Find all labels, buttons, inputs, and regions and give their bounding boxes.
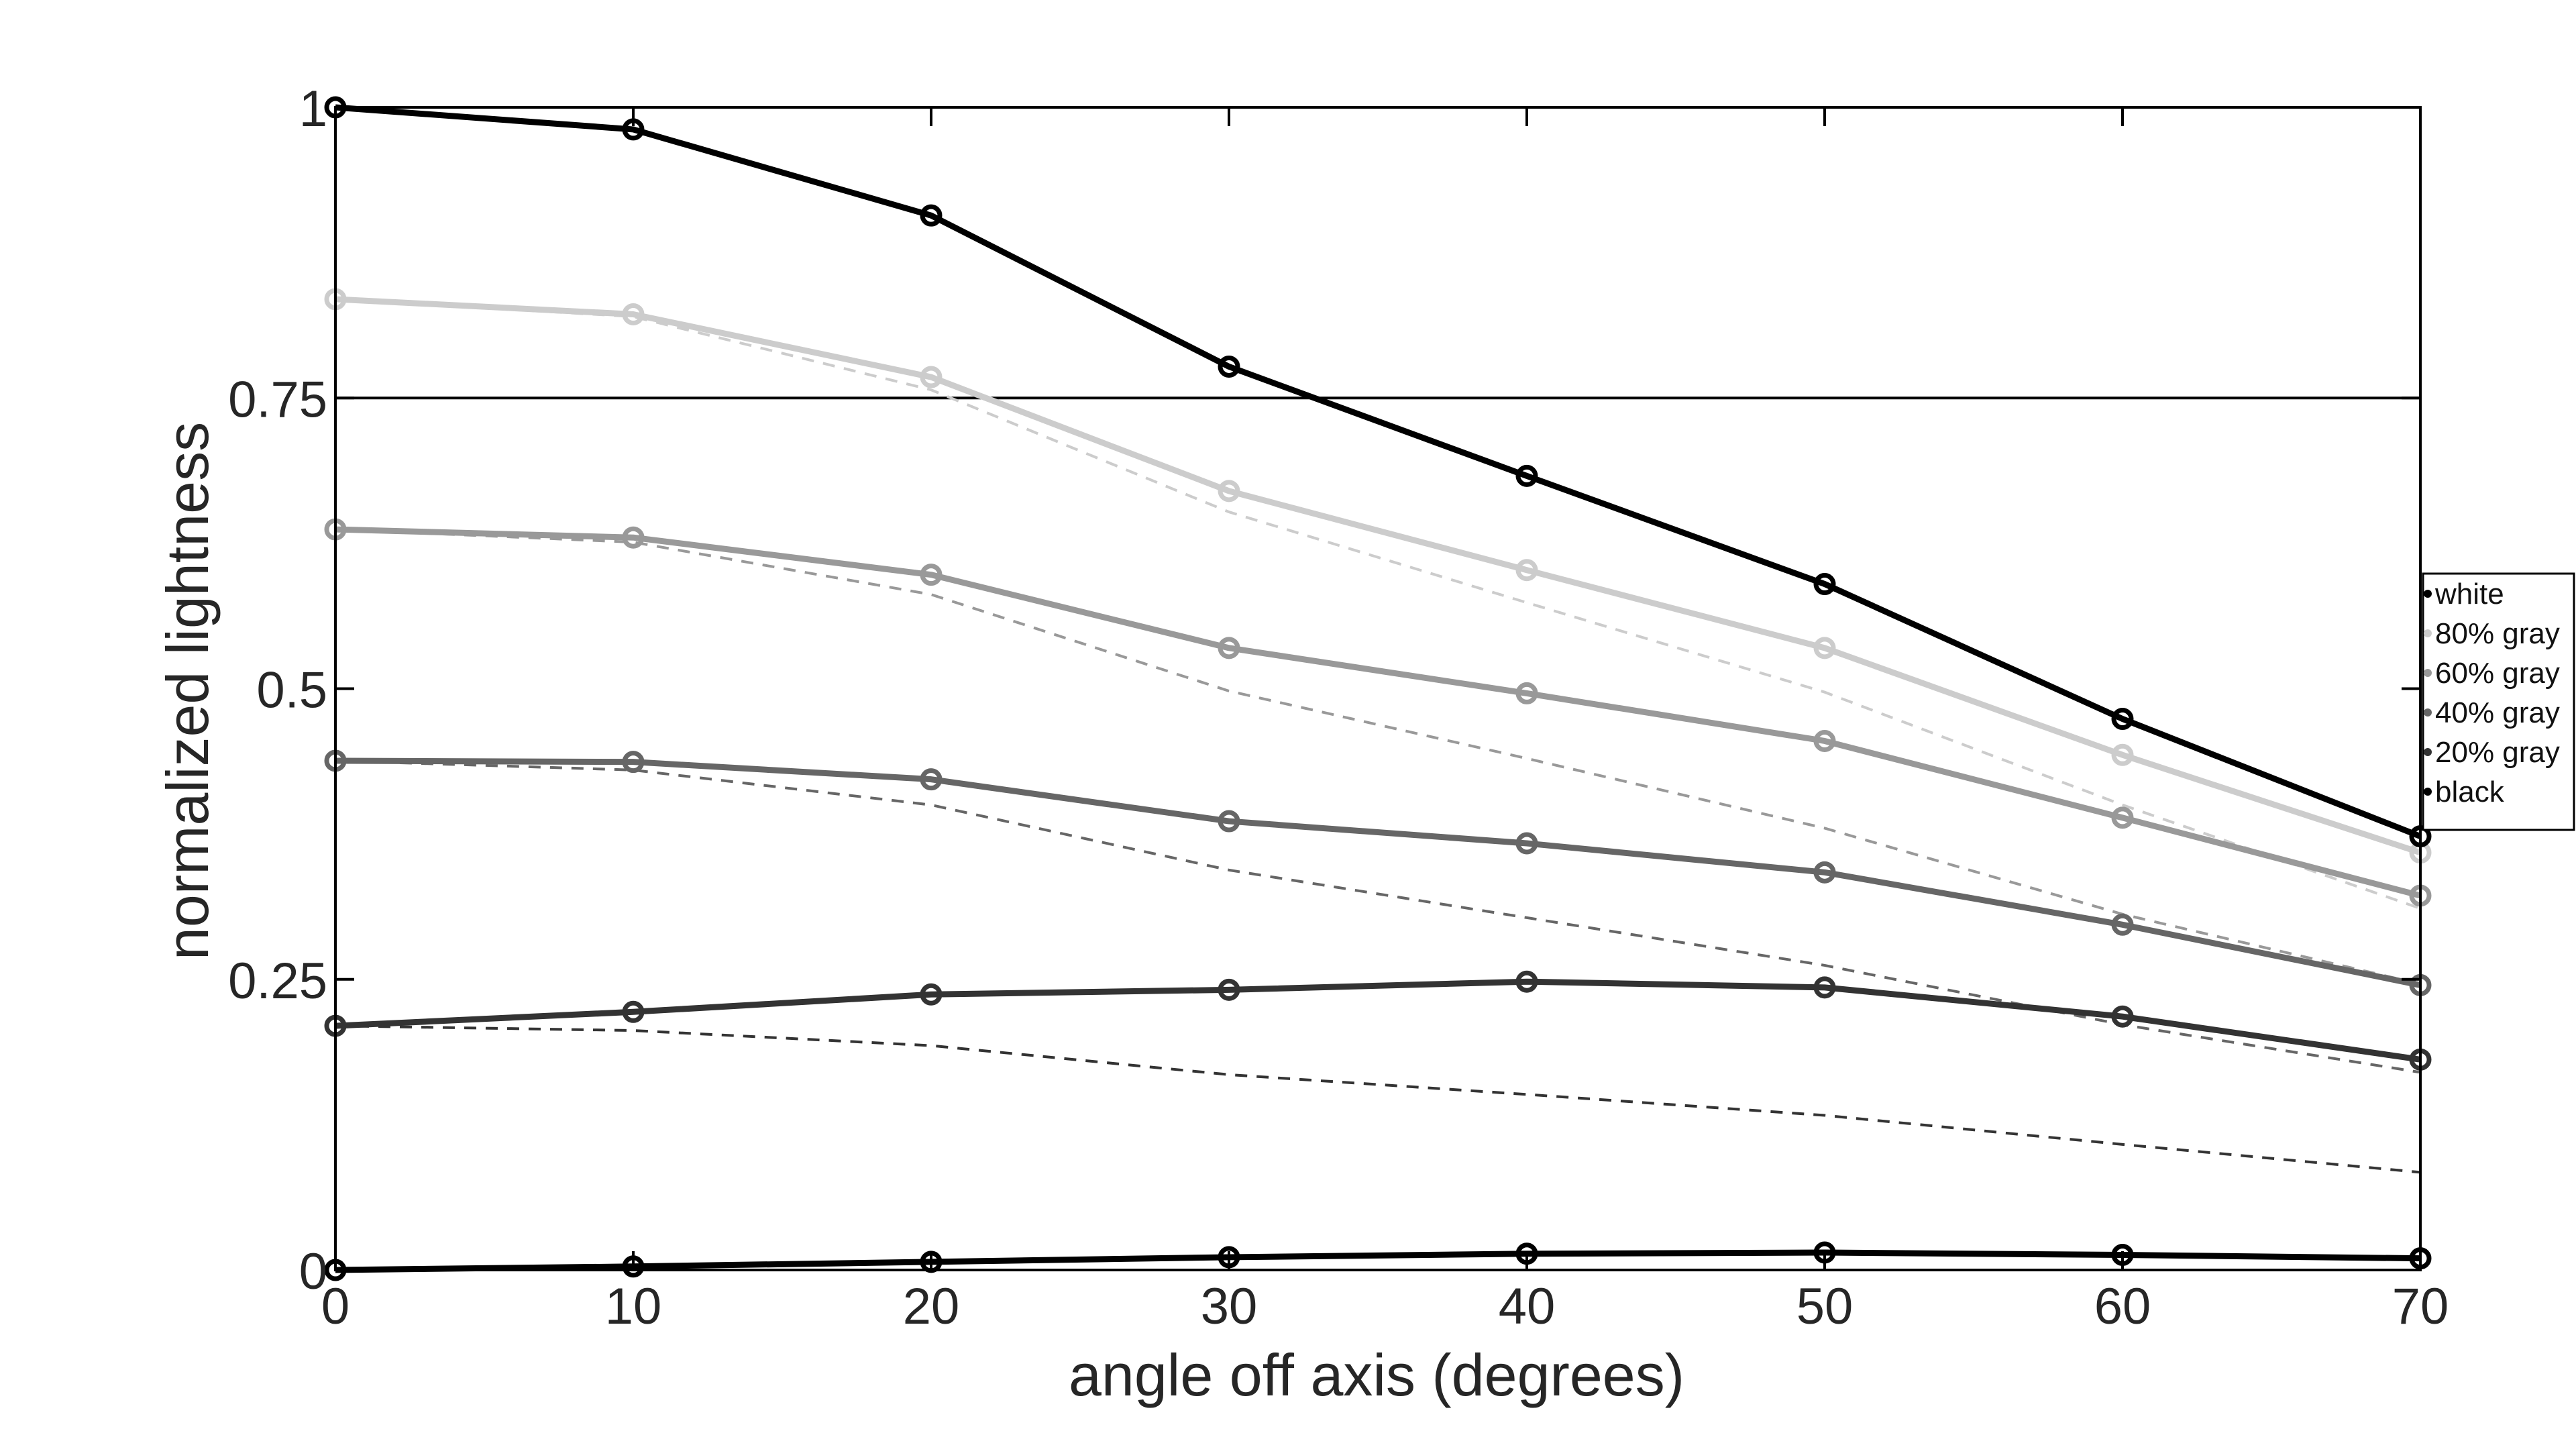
legend-label-80-gray: 80% gray: [2435, 617, 2560, 650]
data-point-40-gray-60: [2111, 913, 2134, 936]
series-80-gray: [324, 288, 2432, 864]
legend-label-40-gray: 40% gray: [2435, 696, 2560, 729]
dashed-series-line-3: [335, 759, 2421, 1074]
dashed-series-line-2: [335, 528, 2421, 986]
data-point-20-gray-60: [2111, 1005, 2134, 1028]
data-point-80-gray-50: [1813, 637, 1836, 659]
data-point-40-gray-40: [1515, 832, 1538, 855]
data-point-20-gray-40: [1515, 970, 1538, 993]
x-tick-label: 20: [903, 1278, 960, 1335]
series-white: [324, 96, 2432, 848]
data-point-60-gray-50: [1813, 729, 1836, 752]
data-point-60-gray-20: [920, 564, 943, 586]
x-tick-label: 60: [2094, 1278, 2151, 1335]
x-axis-label: angle off axis (degrees): [1069, 1342, 1684, 1408]
y-tick-label: 0.75: [228, 371, 327, 428]
x-tick-label: 10: [605, 1278, 662, 1335]
data-point-white-40: [1515, 464, 1538, 487]
legend-box: [2422, 572, 2575, 831]
data-point-white-50: [1813, 573, 1836, 596]
data-point-40-gray-50: [1813, 861, 1836, 884]
data-point-white-20: [920, 204, 943, 227]
legend-label-60-gray: 60% gray: [2435, 657, 2560, 690]
tick-labels-layer: 0 10 20 30 40 50 60 70 0 0.25 0.5 0.75 1: [228, 81, 2449, 1335]
legend-label-white: white: [2434, 578, 2504, 611]
data-point-white-30: [1218, 355, 1240, 378]
dashed-series-line-4: [335, 1024, 2421, 1174]
legend-label-20-gray: 20% gray: [2435, 736, 2560, 769]
x-tick-label: 50: [1796, 1278, 1854, 1335]
legend-marker-40-gray: [2424, 708, 2432, 717]
data-point-80-gray-40: [1515, 559, 1538, 582]
data-point-40-gray-20: [920, 768, 943, 791]
data-point-20-gray-10: [622, 1000, 645, 1023]
plot-frame: [334, 106, 2422, 1271]
series-line-40-gray: [335, 757, 2421, 988]
series-line-white: [335, 104, 2422, 839]
data-point-60-gray-30: [1218, 637, 1240, 659]
y-tick-label: 0.25: [228, 953, 327, 1010]
series-black: [324, 1241, 2432, 1281]
legend-marker-white: [2424, 590, 2432, 598]
data-point-white-60: [2111, 708, 2134, 731]
data-point-80-gray-30: [1218, 480, 1240, 502]
y-axis-label: normalized lightness: [154, 422, 221, 960]
legend-marker-60-gray: [2424, 669, 2432, 677]
data-point-60-gray-10: [622, 526, 645, 549]
x-tick-label: 70: [2392, 1278, 2449, 1335]
dashed-series-line-1: [335, 297, 2421, 910]
series-line-20-gray: [335, 978, 2421, 1063]
series-40-gray: [324, 749, 2432, 996]
data-point-60-gray-40: [1515, 682, 1538, 704]
data-point-20-gray-30: [1218, 978, 1240, 1001]
y-tick-label: 1: [299, 81, 327, 138]
legend: white 80% gray 60% gray 40% gray 20% gray bla…: [2422, 572, 2575, 831]
data-point-40-gray-10: [622, 751, 645, 774]
data-point-80-gray-10: [622, 303, 645, 325]
data-point-40-gray-30: [1218, 810, 1240, 833]
series-layer: [324, 96, 2432, 1281]
y-tick-label: 0.5: [256, 662, 327, 719]
series-line-black: [335, 1249, 2421, 1273]
data-point-20-gray-20: [920, 983, 943, 1006]
data-point-80-gray-60: [2111, 743, 2134, 766]
legend-marker-black: [2424, 788, 2432, 796]
series-60-gray: [324, 518, 2432, 907]
axes-layer: [334, 106, 2422, 1271]
data-point-20-gray-50: [1813, 976, 1836, 999]
legend-marker-80-gray: [2424, 629, 2432, 637]
data-point-60-gray-60: [2111, 806, 2134, 829]
x-tick-label: 30: [1201, 1278, 1258, 1335]
series-line-60-gray: [335, 526, 2422, 899]
x-tick-label: 0: [321, 1278, 350, 1335]
series-20-gray: [324, 970, 2432, 1071]
y-tick-label: 0: [299, 1243, 327, 1300]
series-line-80-gray: [335, 296, 2422, 856]
legend-label-black: black: [2435, 776, 2505, 808]
x-tick-label: 40: [1499, 1278, 1556, 1335]
legend-marker-20-gray: [2424, 748, 2432, 756]
dashed-series-layer: [335, 297, 2421, 1174]
data-point-80-gray-20: [920, 366, 943, 388]
